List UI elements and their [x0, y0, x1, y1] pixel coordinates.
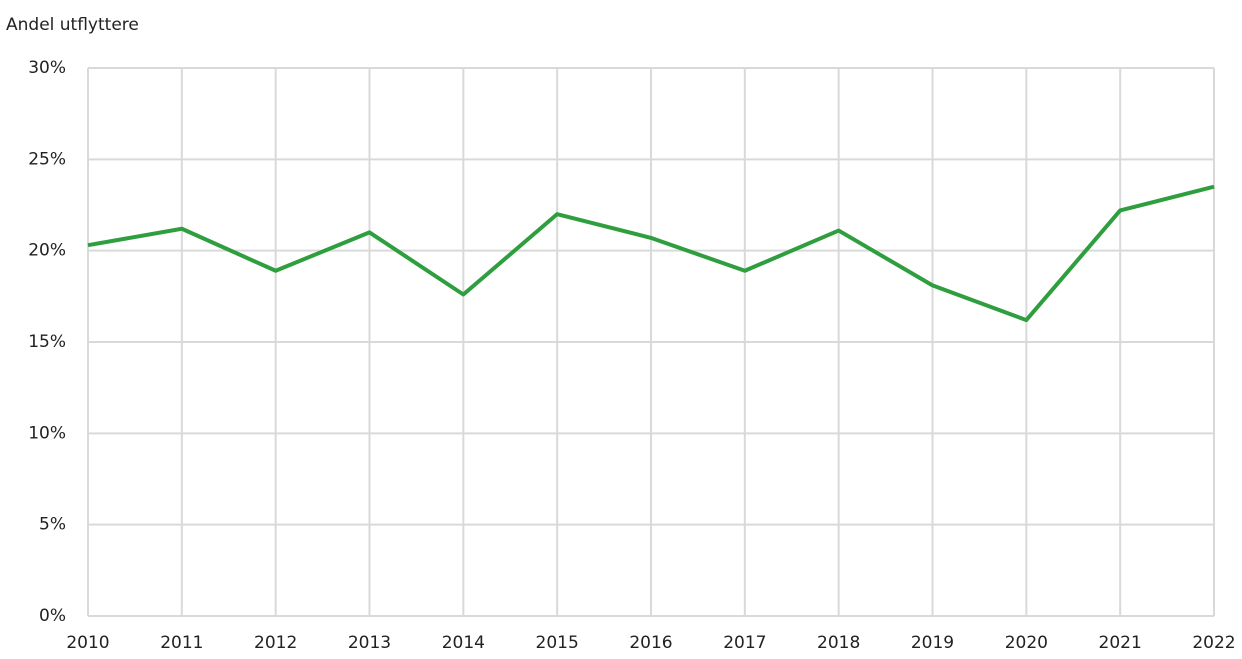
x-tick-label: 2015: [536, 633, 579, 653]
x-tick-label: 2018: [817, 633, 860, 653]
x-tick-label: 2011: [160, 633, 203, 653]
x-tick-label: 2014: [442, 633, 485, 653]
x-tick-label: 2012: [254, 633, 297, 653]
y-tick-label: 5%: [39, 515, 66, 535]
x-tick-label: 2020: [1005, 633, 1048, 653]
data-line: [87, 184, 1215, 323]
x-tick-label: 2010: [66, 633, 109, 653]
y-tick-label: 0%: [39, 606, 66, 626]
x-tick-label: 2021: [1099, 633, 1142, 653]
x-tick-label: 2019: [911, 633, 954, 653]
x-tick-label: 2017: [723, 633, 766, 653]
x-tick-label: 2013: [348, 633, 391, 653]
y-axis-label: Andel utflyttere: [6, 15, 139, 35]
y-tick-label: 25%: [28, 149, 66, 169]
y-tick-label: 10%: [28, 423, 66, 443]
x-tick-label: 2022: [1192, 633, 1235, 653]
y-tick-label: 20%: [28, 241, 66, 261]
y-tick-label: 15%: [28, 332, 66, 352]
x-tick-label: 2016: [629, 633, 672, 653]
y-tick-label: 30%: [28, 58, 66, 78]
